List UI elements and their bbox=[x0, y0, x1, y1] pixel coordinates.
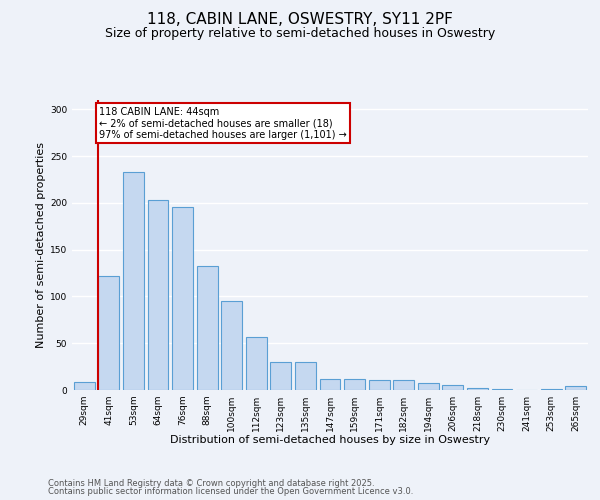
Bar bbox=[541, 389, 562, 390]
Bar bbox=[123, 172, 144, 390]
Y-axis label: Number of semi-detached properties: Number of semi-detached properties bbox=[36, 142, 46, 348]
Bar bbox=[172, 206, 193, 390]
Text: 118, CABIN LANE, OSWESTRY, SY11 2PF: 118, CABIN LANE, OSWESTRY, SY11 2PF bbox=[147, 12, 453, 28]
Bar bbox=[271, 362, 292, 390]
Bar bbox=[221, 301, 242, 390]
Text: Size of property relative to semi-detached houses in Oswestry: Size of property relative to semi-detach… bbox=[105, 28, 495, 40]
Bar bbox=[418, 384, 439, 390]
Bar bbox=[295, 362, 316, 390]
Bar bbox=[467, 388, 488, 390]
Text: Contains public sector information licensed under the Open Government Licence v3: Contains public sector information licen… bbox=[48, 487, 413, 496]
Bar bbox=[197, 266, 218, 390]
Text: 118 CABIN LANE: 44sqm
← 2% of semi-detached houses are smaller (18)
97% of semi-: 118 CABIN LANE: 44sqm ← 2% of semi-detac… bbox=[99, 106, 347, 140]
Bar bbox=[320, 379, 340, 390]
Bar bbox=[393, 380, 414, 390]
Bar bbox=[565, 386, 586, 390]
X-axis label: Distribution of semi-detached houses by size in Oswestry: Distribution of semi-detached houses by … bbox=[170, 436, 490, 446]
Bar bbox=[98, 276, 119, 390]
Bar bbox=[148, 200, 169, 390]
Bar bbox=[344, 379, 365, 390]
Bar bbox=[442, 386, 463, 390]
Bar bbox=[246, 336, 267, 390]
Text: Contains HM Land Registry data © Crown copyright and database right 2025.: Contains HM Land Registry data © Crown c… bbox=[48, 478, 374, 488]
Bar bbox=[74, 382, 95, 390]
Bar bbox=[368, 380, 389, 390]
Bar bbox=[491, 389, 512, 390]
